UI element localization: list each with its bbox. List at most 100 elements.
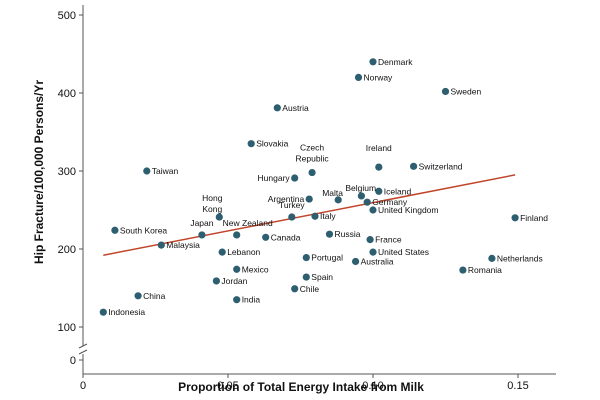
point-label: Spain [311,272,333,282]
data-point [305,195,313,203]
data-point [511,214,519,222]
point-label: Czech Republic [296,143,330,164]
point-label: Sweden [451,86,482,96]
data-point [262,233,270,241]
point-label: Italy [320,211,336,221]
data-point [302,273,310,281]
x-tick-label: 0 [80,380,86,392]
point-label: Argentina [268,194,305,204]
data-point [273,104,281,112]
data-point [157,241,165,249]
data-point [233,265,241,273]
point-label: Denmark [378,57,413,67]
axis-break-mark [78,343,88,349]
point-label: Australia [361,256,394,266]
x-tick-label: 0.15 [507,380,528,392]
point-label: Iceland [384,186,412,196]
point-label: Hong Kong [202,193,223,214]
point-label: Romania [468,265,502,275]
data-point [441,87,450,96]
y-tick-label: 500 [58,10,76,22]
point-label: United States [378,247,429,257]
point-label: Germany [372,197,408,207]
data-point [334,196,342,204]
point-label: Belgium [345,183,376,193]
point-label: Lebanon [227,247,260,257]
point-label: Austria [282,103,309,113]
x-axis-title: Proportion of Total Energy Intake from M… [178,380,424,394]
y-tick-label: 0 [70,355,76,367]
point-label: Mexico [242,264,269,274]
point-label: United Kingdom [378,205,438,215]
x-tick-label: 0.10 [362,380,383,392]
data-point [288,213,296,221]
data-point [369,206,377,214]
data-point [459,266,467,274]
point-label: Malta [322,188,343,198]
data-points [99,58,519,316]
data-point [233,231,241,239]
data-point [311,212,319,220]
data-point [215,213,223,221]
data-point [375,187,383,195]
y-tick-label: 300 [58,166,76,178]
trendline-group [103,174,516,256]
point-label: South Korea [120,225,168,235]
data-point [354,73,363,81]
data-point [375,163,383,171]
data-point [218,248,226,256]
data-point [357,192,365,200]
data-point [366,236,374,244]
data-point [369,248,377,256]
point-label: China [143,291,165,301]
point-label: Norway [364,72,394,82]
data-point [410,162,418,170]
point-label: Canada [271,232,301,242]
y-axis-title: Hip Fracture/100,000 Persons/Yr [32,80,46,264]
point-label: Russia [335,229,361,239]
point-label: Netherlands [497,253,543,263]
point-label: Taiwan [152,166,179,176]
data-point [134,292,142,300]
data-point [352,257,360,266]
point-label: Jordan [221,276,247,286]
data-point [325,230,334,238]
point-label: Ireland [366,143,392,153]
data-point [369,58,377,66]
data-point [212,277,220,285]
y-tick-label: 400 [58,88,76,100]
data-point [291,285,299,293]
point-label: Finland [520,213,548,223]
point-label: Switzerland [419,161,463,171]
point-label: Slovakia [256,139,288,149]
axes: 0 100 200 300 400 500 0 0.05 0.10 0.15 [58,5,556,392]
data-point [308,168,316,177]
data-point [143,167,151,175]
point-label: Malaysia [166,240,200,250]
point-label: Hungary [258,173,291,183]
data-point [291,174,299,182]
data-point [363,198,371,206]
point-label: France [375,235,402,245]
axis-break-mark [78,349,88,355]
point-labels: Denmark Norway Sweden Austria Slovakia Irelan… [108,57,548,317]
data-point [198,231,206,239]
point-label: Indonesia [108,307,145,317]
point-label: India [242,295,261,305]
y-tick-label: 100 [58,322,76,334]
data-point [302,253,310,262]
y-tick-label: 200 [58,244,76,256]
data-point [488,254,496,262]
point-label: Japan [190,218,213,228]
point-label: Turkey [279,200,305,210]
data-point [247,140,255,148]
point-label: Chile [300,284,320,294]
x-tick-label: 0.05 [217,380,238,392]
data-point [99,308,107,316]
data-point [111,226,119,234]
point-label: Portugal [311,253,343,263]
trendline [103,174,516,256]
point-label: New Zealand [223,218,273,228]
data-point [233,296,241,304]
